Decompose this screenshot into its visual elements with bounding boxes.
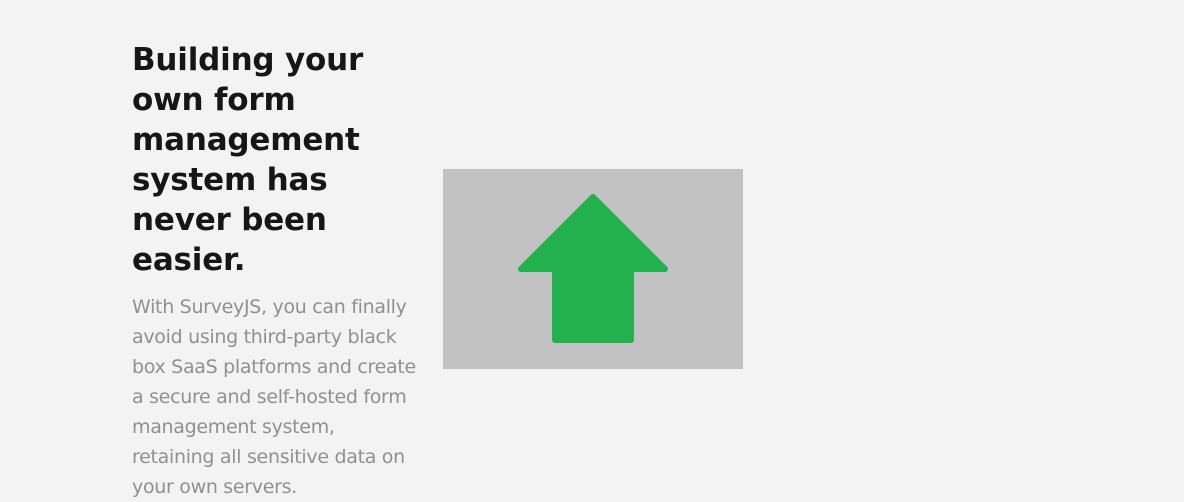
- hero-image-placeholder: [443, 169, 743, 369]
- hero-text-column: Building your own form management system…: [132, 40, 422, 502]
- arrow-up-icon: [518, 194, 668, 343]
- hero-description: With SurveyJS, you can finally avoid usi…: [132, 296, 416, 498]
- hero-headline: Building your own form management system…: [132, 42, 364, 278]
